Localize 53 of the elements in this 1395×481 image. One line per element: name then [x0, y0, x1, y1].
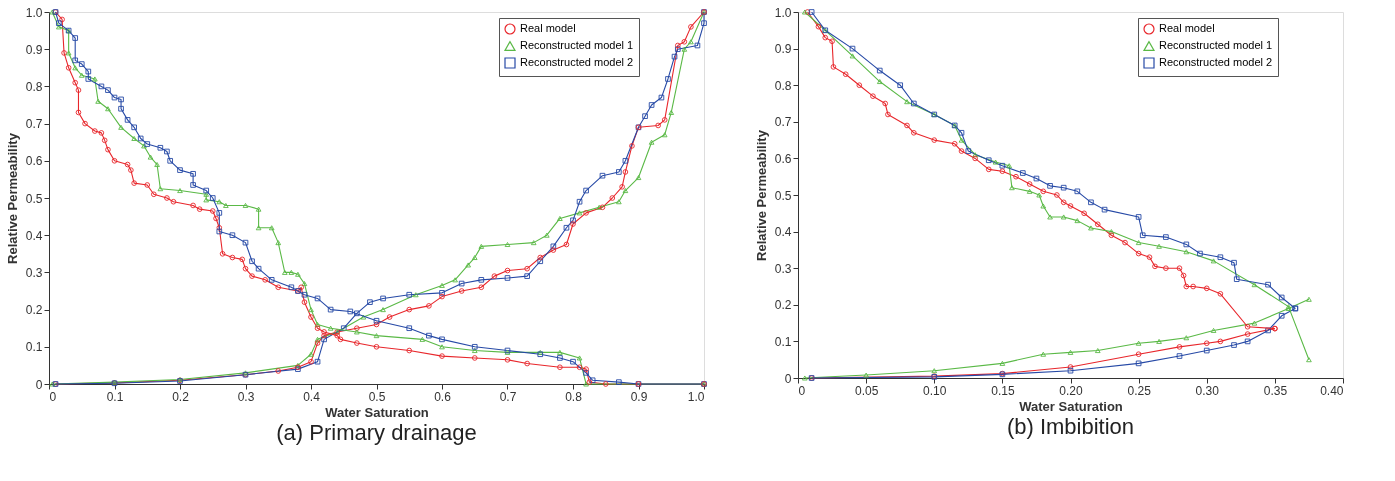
y-tick-label: 0.9	[774, 42, 792, 57]
y-tick-label: 0.1	[25, 340, 43, 355]
x-tick-label: 0.8	[565, 389, 583, 404]
x-tick-label: 0.7	[499, 389, 517, 404]
y-tick-label: 0.2	[25, 303, 43, 318]
x-tick-label: 0.2	[172, 389, 190, 404]
y-tick-label: 0.6	[774, 151, 792, 166]
text: (a) Primary drainage	[276, 420, 477, 445]
y-tick-label: 0.2	[774, 298, 792, 313]
y-tick-label: 0.3	[774, 261, 792, 276]
y-tick-label: 0	[784, 371, 792, 386]
x-tick-label: 0.1	[106, 389, 124, 404]
y-axis-title: Relative Permeability	[4, 132, 20, 264]
x-tick-label: 0.15	[991, 383, 1015, 398]
legend-label: Reconstructed model 1	[1159, 39, 1273, 51]
y-tick-label: 0.7	[774, 115, 792, 130]
x-tick-label: 0.20	[1059, 383, 1083, 398]
y-tick-label: 0.7	[25, 117, 43, 132]
y-tick-label: 0.9	[25, 42, 43, 57]
x-tick-label: 0.6	[434, 389, 452, 404]
x-tick-label: 0.35	[1263, 383, 1288, 398]
y-tick-label: 0.6	[25, 154, 43, 169]
y-tick-label: 0.4	[774, 225, 792, 240]
x-tick-label: 0.25	[1127, 383, 1152, 398]
x-tick-label: 0.5	[368, 389, 386, 404]
x-tick-label: 0.30	[1195, 383, 1220, 398]
x-tick-label: 0	[798, 383, 806, 398]
x-tick-label: 0	[49, 389, 57, 404]
y-tick-label: 0.5	[25, 191, 43, 206]
y-tick-label: 1.0	[774, 5, 792, 20]
legend-label: Reconstructed model 1	[520, 39, 634, 51]
x-tick-label: 0.4	[303, 389, 321, 404]
x-tick-label: 0.3	[237, 389, 255, 404]
y-tick-label: 0.4	[25, 228, 43, 243]
y-tick-label: 0.8	[25, 79, 43, 94]
legend-label: Reconstructed model 2	[520, 56, 634, 68]
legend-label: Real model	[520, 22, 576, 34]
y-tick-label: 0.5	[774, 188, 792, 203]
y-tick-label: 0.1	[774, 334, 792, 349]
x-tick-label: 0.10	[923, 383, 947, 398]
x-axis-title: Water Saturation	[325, 404, 429, 420]
y-tick-label: 0.3	[25, 265, 43, 280]
x-tick-label: 0.05	[854, 383, 879, 398]
y-tick-label: 1.0	[25, 5, 43, 20]
x-tick-label: 1.0	[687, 389, 705, 404]
text: (b) Imbibition	[1006, 414, 1135, 439]
y-tick-label: 0.8	[774, 78, 792, 93]
x-tick-label: 0.40	[1320, 383, 1344, 398]
x-axis-title: Water Saturation	[1019, 398, 1123, 414]
legend-label: Reconstructed model 2	[1159, 56, 1273, 68]
x-tick-label: 0.9	[630, 389, 648, 404]
legend-label: Real model	[1159, 22, 1215, 34]
y-axis-title: Relative Permeability	[753, 129, 769, 261]
